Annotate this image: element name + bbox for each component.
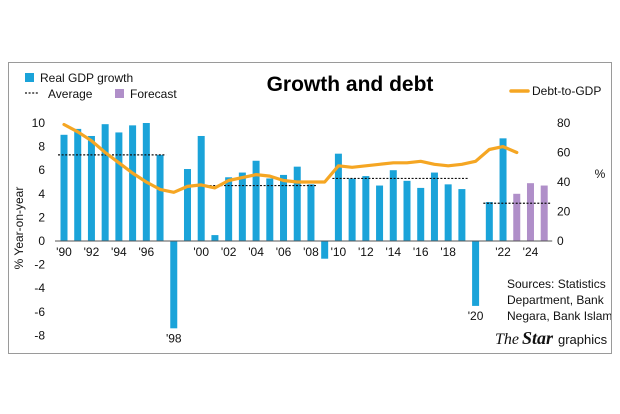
x-tick-label: '12 [358, 245, 374, 259]
x-tick-label: '08 [303, 245, 319, 259]
y-tick-label: -2 [34, 258, 45, 272]
x-tick-label: '10 [331, 245, 347, 259]
bar-2014 [389, 170, 397, 241]
logo-the: The [495, 331, 519, 348]
x-tick-label: '04 [248, 245, 264, 259]
source-line-2: Department, Bank [507, 293, 605, 307]
bar-2021 [485, 202, 493, 241]
x-tick-label: '20 [468, 309, 484, 323]
bar-2008 [307, 184, 315, 241]
bar-1991 [74, 128, 82, 241]
sources-note: Sources: Statistics Department, Bank Neg… [507, 277, 611, 323]
bar-2023 [513, 193, 521, 241]
bar-2022 [499, 138, 507, 241]
x-tick-label: '90 [56, 245, 72, 259]
source-line-3: Negara, Bank Islam [507, 309, 611, 323]
growth-debt-chart: Growth and debt Real GDP growth Average … [12, 71, 611, 348]
x-tick-label: '02 [221, 245, 237, 259]
y-tick-label: 0 [38, 234, 45, 248]
bar-2009 [321, 241, 329, 259]
bar-2003 [238, 172, 246, 241]
y2-tick-label: 20 [557, 205, 571, 219]
bar-2007 [293, 166, 301, 241]
bar-2013 [376, 185, 384, 241]
y2-axis-title: % [595, 167, 606, 181]
source-line-1: Sources: Statistics [507, 277, 606, 291]
bar-2017 [430, 172, 438, 241]
y-tick-label: 10 [32, 116, 46, 130]
legend: Real GDP growth Average Forecast Debt-to… [25, 71, 601, 101]
bar-2015 [403, 180, 411, 241]
x-tick-label: '14 [385, 245, 401, 259]
x-tick-label: '92 [84, 245, 100, 259]
bar-1992 [87, 135, 95, 241]
bar-1994 [115, 132, 123, 241]
legend-label-forecast: Forecast [130, 87, 177, 101]
x-tick-label: '94 [111, 245, 127, 259]
bar-2004 [252, 160, 260, 241]
y-tick-label: 8 [38, 140, 45, 154]
x-tick-label: '18 [440, 245, 456, 259]
bar-2002 [225, 177, 233, 241]
plot-area: 1086420-2-4-6-8806040200'90'92'94'96'98'… [32, 116, 571, 345]
x-tick-label: '00 [193, 245, 209, 259]
y-tick-label: -8 [34, 328, 45, 342]
bar-2020 [472, 241, 480, 306]
y2-tick-label: 60 [557, 146, 571, 160]
y-axis-title: % Year-on-year [12, 187, 26, 270]
x-tick-label: '24 [523, 245, 539, 259]
chart-frame: Growth and debt Real GDP growth Average … [8, 62, 612, 354]
y2-tick-label: 0 [557, 234, 564, 248]
thestar-graphics-logo: The Star graphics [495, 328, 608, 348]
y-tick-label: 6 [38, 163, 45, 177]
debt-to-gdp-line [62, 122, 519, 194]
bar-2001 [211, 235, 219, 241]
y-tick-label: -4 [34, 281, 45, 295]
bar-1998 [170, 241, 178, 329]
y2-tick-label: 80 [557, 116, 571, 130]
bar-1999 [183, 169, 191, 241]
y2-tick-label: 40 [557, 175, 571, 189]
bar-2006 [280, 174, 288, 241]
x-tick-label: '96 [138, 245, 154, 259]
y-tick-label: 4 [38, 187, 45, 201]
chart-title: Growth and debt [267, 73, 434, 96]
y-tick-label: 2 [38, 210, 45, 224]
logo-graphics: graphics [558, 332, 608, 347]
bar-1990 [60, 134, 68, 241]
bar-2011 [348, 178, 356, 241]
bar-2005 [266, 178, 274, 241]
bar-1997 [156, 154, 164, 241]
bar-2016 [417, 187, 425, 241]
bar-2019 [458, 189, 466, 241]
x-tick-label: '22 [495, 245, 511, 259]
legend-swatch-forecast [115, 89, 124, 98]
bar-2012 [362, 176, 370, 241]
logo-star: Star [522, 328, 554, 348]
bar-2010 [334, 153, 342, 241]
legend-label-average: Average [48, 87, 93, 101]
y-tick-label: -6 [34, 305, 45, 319]
legend-label-debt: Debt-to-GDP [532, 84, 601, 98]
bar-2024 [526, 183, 534, 241]
x-tick-label: '98 [166, 331, 182, 345]
legend-label-gdp: Real GDP growth [40, 71, 133, 85]
x-tick-label: '06 [276, 245, 292, 259]
bar-1993 [101, 124, 109, 241]
x-tick-label: '16 [413, 245, 429, 259]
bar-2000 [197, 135, 205, 241]
bar-2025 [540, 185, 548, 241]
bar-1995 [129, 125, 137, 241]
legend-swatch-gdp [25, 73, 34, 82]
bar-2018 [444, 184, 452, 241]
